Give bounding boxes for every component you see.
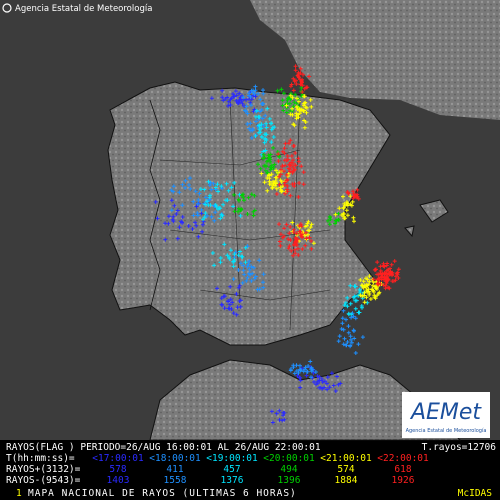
lightning-strikes bbox=[269, 408, 287, 425]
negative-count: 1396 bbox=[278, 475, 301, 486]
lightning-strikes bbox=[288, 359, 318, 380]
positive-count: 411 bbox=[166, 464, 183, 475]
positive-count: 578 bbox=[109, 464, 126, 475]
positive-count: 494 bbox=[280, 464, 297, 475]
lightning-strikes bbox=[274, 138, 306, 199]
negative-label: RAYOS-(9543)= bbox=[6, 475, 81, 486]
period-text: RAYOS(FLAG ) PERIODO=26/AUG 16:00:01 AL … bbox=[6, 442, 321, 453]
negative-count: 1926 bbox=[392, 475, 415, 486]
lightning-strikes bbox=[277, 222, 314, 258]
lightning-strikes bbox=[345, 187, 361, 201]
logo-subtitle: Agencia Estatal de Meteorología bbox=[406, 427, 487, 434]
total-text: T.rayos=12706 bbox=[422, 442, 497, 453]
lightning-strikes bbox=[232, 192, 257, 218]
lightning-strikes bbox=[358, 274, 384, 305]
time-bin-label: <18:00:01 bbox=[149, 453, 201, 464]
france bbox=[250, 0, 500, 120]
agency-name: Agencia Estatal de Meteorología bbox=[15, 4, 152, 14]
lightning-strikes bbox=[371, 259, 401, 291]
negative-count: 1403 bbox=[107, 475, 130, 486]
region-lines bbox=[159, 99, 331, 331]
time-bin-label: <22:00:01 bbox=[377, 453, 429, 464]
panel-number: 1 bbox=[16, 488, 22, 499]
positive-count: 574 bbox=[337, 464, 354, 475]
border bbox=[149, 99, 161, 311]
negative-count: 1376 bbox=[221, 475, 244, 486]
lightning-strikes bbox=[153, 198, 206, 242]
lightning-strikes bbox=[284, 93, 314, 130]
positive-count: 457 bbox=[223, 464, 240, 475]
lightning-strikes bbox=[333, 194, 356, 224]
balearic-islands bbox=[404, 199, 449, 238]
time-bin-label: <17:00:01 bbox=[92, 453, 144, 464]
time-bin-label: <19:00:01 bbox=[206, 453, 258, 464]
lightning-strikes bbox=[253, 106, 277, 157]
lightning-strikes bbox=[288, 64, 311, 94]
logo-name: AEMet bbox=[409, 400, 482, 425]
time-bin-label: <20:00:01 bbox=[263, 453, 315, 464]
time-label: T(hh:mm:ss)= bbox=[6, 453, 75, 464]
agency-icon bbox=[2, 3, 12, 13]
negative-count: 1558 bbox=[164, 475, 187, 486]
logo-box bbox=[402, 392, 490, 438]
footer-title: MAPA NACIONAL DE RAYOS (ULTIMAS 6 HORAS) bbox=[28, 488, 297, 499]
software-name: McIDAS bbox=[458, 488, 493, 499]
lightning-strikes bbox=[336, 308, 365, 355]
lightning-strikes bbox=[215, 283, 243, 317]
negative-count: 1884 bbox=[335, 475, 358, 486]
positive-label: RAYOS+(3132)= bbox=[6, 464, 81, 475]
lightning-strikes bbox=[198, 179, 243, 222]
lightning-strikes bbox=[209, 88, 258, 114]
lightning-strikes bbox=[231, 244, 266, 292]
lightning-strikes bbox=[210, 242, 248, 269]
time-bin-label: <21:00:01 bbox=[320, 453, 372, 464]
positive-count: 618 bbox=[394, 464, 411, 475]
